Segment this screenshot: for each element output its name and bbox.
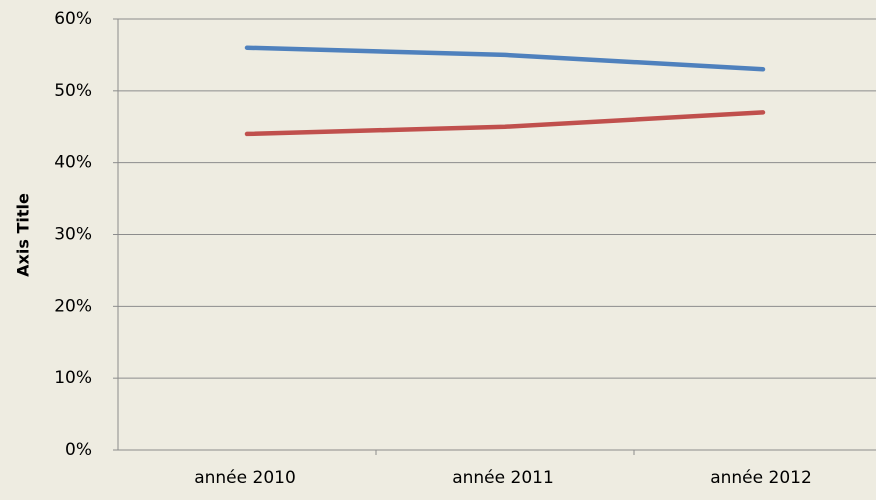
y-axis-title: Axis Title [14,193,33,277]
y-tick-label: 40% [54,153,92,173]
y-tick-label: 30% [54,225,92,245]
x-tick-label: année 2010 [194,468,296,488]
x-tick-label: année 2011 [452,468,554,488]
y-tick-label: 20% [54,296,92,316]
y-tick-label: 0% [65,440,92,460]
y-tick-label: 60% [54,9,92,29]
y-tick-label: 10% [54,368,92,388]
x-tick-label: année 2012 [710,468,812,488]
y-tick-label: 50% [54,81,92,101]
line-series [244,45,766,72]
line-series [244,110,766,137]
